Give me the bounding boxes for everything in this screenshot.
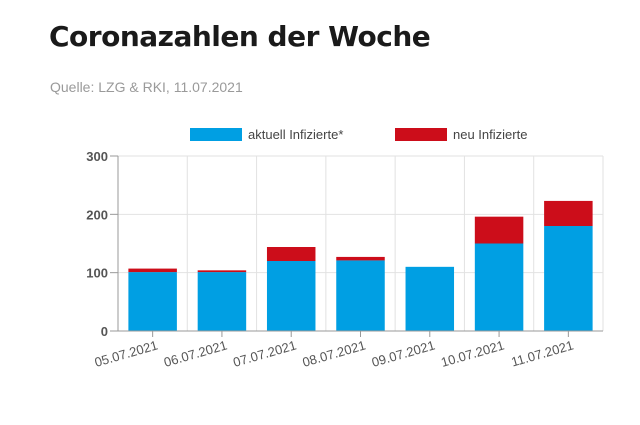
y-tick-label: 200 xyxy=(86,207,108,222)
bar-segment xyxy=(197,270,247,273)
x-tick-label: 06.07.2021 xyxy=(162,337,229,369)
bar-segment xyxy=(197,272,247,331)
x-tick-label: 05.07.2021 xyxy=(93,337,160,369)
source-note: Quelle: LZG & RKI, 11.07.2021 xyxy=(50,79,243,95)
bar-segment xyxy=(128,268,177,273)
legend-swatch xyxy=(190,128,242,141)
x-tick-label: 10.07.2021 xyxy=(439,337,506,369)
y-tick-label: 0 xyxy=(101,324,108,339)
chart-bars xyxy=(128,200,593,331)
legend-swatch xyxy=(395,128,447,141)
bar-segment xyxy=(128,272,177,331)
bar-segment xyxy=(336,256,385,261)
x-tick-label: 09.07.2021 xyxy=(370,337,437,369)
x-tick-label: 07.07.2021 xyxy=(231,337,298,369)
bar-segment xyxy=(405,266,455,331)
legend-label: neu Infizierte xyxy=(453,127,527,142)
y-tick-label: 100 xyxy=(86,266,108,281)
bar-segment xyxy=(266,261,316,331)
x-tick-label: 11.07.2021 xyxy=(509,337,575,369)
bar-segment xyxy=(336,260,385,331)
bar-segment xyxy=(544,200,593,226)
legend-label: aktuell Infizierte* xyxy=(248,127,343,142)
bar-segment xyxy=(544,226,593,331)
bar-segment xyxy=(474,216,524,244)
chart-legend: aktuell Infizierte* neu Infizierte xyxy=(190,127,527,142)
bar-segment xyxy=(266,247,316,261)
bar-segment xyxy=(474,243,524,331)
x-tick-label: 08.07.2021 xyxy=(301,337,368,369)
y-tick-label: 300 xyxy=(86,149,108,164)
page-title: Coronazahlen der Woche xyxy=(49,20,431,53)
